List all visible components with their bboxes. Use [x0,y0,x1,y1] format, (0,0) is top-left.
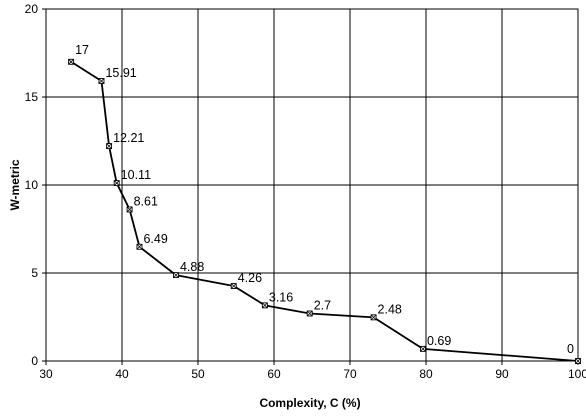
x-tick-label: 30 [39,367,53,381]
data-label: 0 [567,342,574,356]
x-tick-label: 80 [419,367,433,381]
x-tick-label: 50 [191,367,205,381]
series-layer [68,58,581,364]
label-layer: 17 15.91 12.21 10.11 8.61 6.49 4.88 4.26 3.16 2.7… [75,43,574,356]
data-label: 12.21 [113,131,144,145]
data-point [126,206,133,213]
y-axis-title: W-metric [8,159,22,210]
data-point-cross [230,283,237,289]
data-point [68,58,75,65]
data-point [106,143,113,150]
x-tick-label: 60 [267,367,281,381]
data-point-cross [306,310,313,317]
data-point [173,272,179,279]
data-point [370,314,377,321]
data-label: 4.88 [180,260,204,274]
data-point-cross [575,358,581,364]
plot-frame [45,8,579,362]
axis-layer: 30 40 50 60 70 80 90 100 0 5 10 15 20 [25,2,586,381]
x-tick-label: 70 [343,367,357,381]
data-point [261,302,268,309]
data-point [113,180,120,187]
data-point [230,283,237,289]
data-label: 15.91 [105,66,136,80]
data-label: 3.16 [269,290,293,304]
data-point-cross [98,78,105,84]
data-label: 8.61 [134,194,158,208]
data-point [575,358,581,364]
data-label: 17 [75,43,89,57]
x-axis-title: Complexity, C (%) [259,396,360,410]
data-label: 2.7 [314,298,331,312]
x-tick-label: 100 [568,367,586,381]
data-point-cross [113,180,120,186]
data-point-cross [262,302,268,309]
data-point-cross [106,143,112,149]
y-tick-label: 20 [25,2,39,16]
y-tick-label: 5 [31,266,38,280]
data-label: 2.48 [378,302,402,316]
y-tick-label: 15 [25,90,39,104]
grid-layer [45,8,579,362]
data-point-cross [370,314,377,321]
data-point-cross [136,243,143,250]
data-point [136,243,143,250]
data-label: 4.26 [238,271,262,285]
data-point-cross [420,346,426,352]
x-tick-label: 90 [495,367,509,381]
data-label: 10.11 [121,168,151,182]
data-point-cross [173,272,179,278]
data-point-cross [126,206,133,213]
data-point-cross [68,59,74,65]
y-tick-label: 0 [31,354,38,368]
data-point [98,78,105,84]
data-point [420,345,426,352]
x-tick-label: 40 [115,367,129,381]
data-point [306,310,313,317]
data-label: 6.49 [143,232,167,246]
y-tick-label: 10 [25,178,39,192]
data-label: 0.69 [427,334,451,348]
